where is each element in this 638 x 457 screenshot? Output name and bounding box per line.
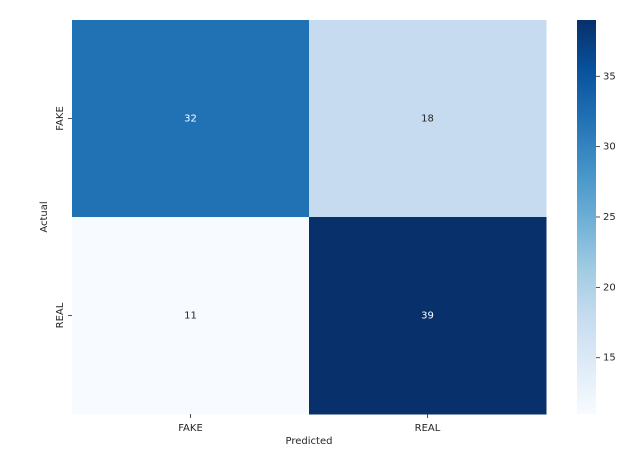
x-tick-label: FAKE <box>178 423 203 434</box>
colorbar-tick-label: 20 <box>603 282 616 293</box>
heatmap-cell <box>309 217 547 415</box>
heatmap-cell <box>72 20 310 218</box>
colorbar-tick-label: 25 <box>603 212 616 223</box>
cell-label: 32 <box>184 114 197 125</box>
cell-label: 18 <box>421 114 434 125</box>
y-tick-label: FAKE <box>55 106 66 131</box>
x-axis-label: Predicted <box>286 436 333 447</box>
cell-label: 39 <box>421 311 434 322</box>
colorbar-tick-label: 15 <box>603 353 616 364</box>
colorbar <box>577 20 596 414</box>
colorbar-tick-label: 30 <box>603 142 616 153</box>
y-axis-label: Actual <box>39 201 50 232</box>
colorbar-tick-label: 35 <box>603 71 616 82</box>
heatmap-cell <box>72 217 310 415</box>
heatmap-cell <box>309 20 547 218</box>
y-tick-label: REAL <box>55 302 66 328</box>
x-tick-label: REAL <box>415 423 441 434</box>
cell-label: 11 <box>184 311 197 322</box>
